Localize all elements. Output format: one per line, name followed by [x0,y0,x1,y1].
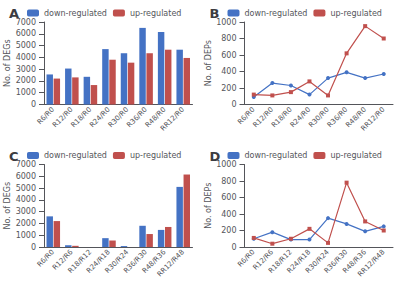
svg-text:No. of DEGs: No. of DEGs [3,182,12,230]
svg-text:No. of DEGs: No. of DEGs [3,39,12,87]
svg-text:200: 200 [221,84,236,93]
svg-text:6000: 6000 [16,29,36,38]
svg-text:B: B [210,6,220,21]
svg-text:0: 0 [31,243,36,252]
svg-text:R18/R12: R18/R12 [66,248,94,275]
svg-text:0: 0 [231,100,236,109]
svg-text:up-regulated: up-regulated [130,151,181,160]
svg-text:down-regulated: down-regulated [245,151,308,160]
svg-text:R18/R0: R18/R0 [69,105,94,130]
svg-text:RR12/R48: RR12/R48 [356,248,386,278]
svg-text:R24/R18: R24/R18 [285,248,313,275]
svg-text:1000: 1000 [216,160,237,169]
svg-text:R36/R0: R36/R0 [125,105,149,130]
svg-text:R48/R0: R48/R0 [143,105,168,130]
svg-text:3000: 3000 [16,207,36,216]
svg-text:7000: 7000 [16,160,36,169]
svg-text:RR12/R48: RR12/R48 [156,248,186,278]
svg-text:4000: 4000 [16,53,36,62]
svg-text:down-regulated: down-regulated [44,9,107,18]
svg-text:R30/R24: R30/R24 [103,248,131,275]
svg-text:R30/R24: R30/R24 [304,248,331,275]
svg-text:down-regulated: down-regulated [44,151,107,160]
svg-text:R48/R36: R48/R36 [341,248,368,275]
svg-text:A: A [9,6,19,21]
svg-text:R12/R0: R12/R0 [251,105,276,130]
svg-text:6000: 6000 [16,172,36,181]
svg-text:R36/R30: R36/R30 [122,248,149,275]
svg-text:down-regulated: down-regulated [245,9,308,18]
svg-text:up-regulated: up-regulated [130,9,181,18]
svg-text:1000: 1000 [16,231,36,240]
svg-text:No. of DEPs: No. of DEPs [204,183,213,229]
svg-text:R36/R30: R36/R30 [322,248,350,275]
svg-text:1000: 1000 [16,88,36,97]
svg-text:R24/R18: R24/R18 [85,248,112,275]
svg-text:R6/R0: R6/R0 [35,105,57,127]
svg-text:5000: 5000 [16,41,36,50]
svg-text:600: 600 [221,193,236,202]
svg-text:R12/R6: R12/R6 [51,248,75,272]
svg-text:R6/R0: R6/R0 [35,248,57,269]
svg-text:R12/R6: R12/R6 [251,248,276,272]
svg-text:0: 0 [231,243,236,252]
svg-text:R30/R0: R30/R0 [307,105,331,130]
svg-text:C: C [9,149,19,164]
svg-text:R12/R0: R12/R0 [51,105,75,130]
svg-text:200: 200 [221,226,236,235]
svg-text:1000: 1000 [216,17,237,27]
svg-text:800: 800 [221,177,236,186]
svg-text:800: 800 [221,34,236,43]
svg-text:5000: 5000 [16,184,36,193]
svg-text:No. of DEPs: No. of DEPs [204,40,213,86]
svg-text:2000: 2000 [16,219,36,228]
svg-text:400: 400 [221,210,236,219]
svg-text:D: D [210,149,221,164]
svg-text:R6/R0: R6/R0 [236,105,257,127]
svg-text:7000: 7000 [15,17,36,27]
svg-text:R30/R0: R30/R0 [106,105,131,130]
svg-text:R18/R0: R18/R0 [270,105,294,130]
svg-text:0: 0 [31,100,36,109]
svg-text:R36/R0: R36/R0 [325,105,350,130]
svg-text:up-regulated: up-regulated [330,151,381,160]
svg-text:up-regulated: up-regulated [330,9,381,18]
svg-text:600: 600 [221,51,236,60]
svg-text:R18/R12: R18/R12 [267,248,294,275]
svg-text:R48/R0: R48/R0 [344,105,368,130]
svg-text:3000: 3000 [16,65,36,74]
svg-text:R24/R0: R24/R0 [288,105,313,130]
svg-text:RR12/R0: RR12/R0 [159,106,186,133]
svg-text:400: 400 [221,67,236,76]
svg-text:2000: 2000 [16,76,36,85]
svg-text:R24/R0: R24/R0 [88,105,112,130]
svg-text:R48/R36: R48/R36 [140,248,168,275]
svg-text:4000: 4000 [16,195,36,204]
svg-text:R6/R0: R6/R0 [236,248,257,269]
svg-text:RR12/R0: RR12/R0 [360,106,387,133]
